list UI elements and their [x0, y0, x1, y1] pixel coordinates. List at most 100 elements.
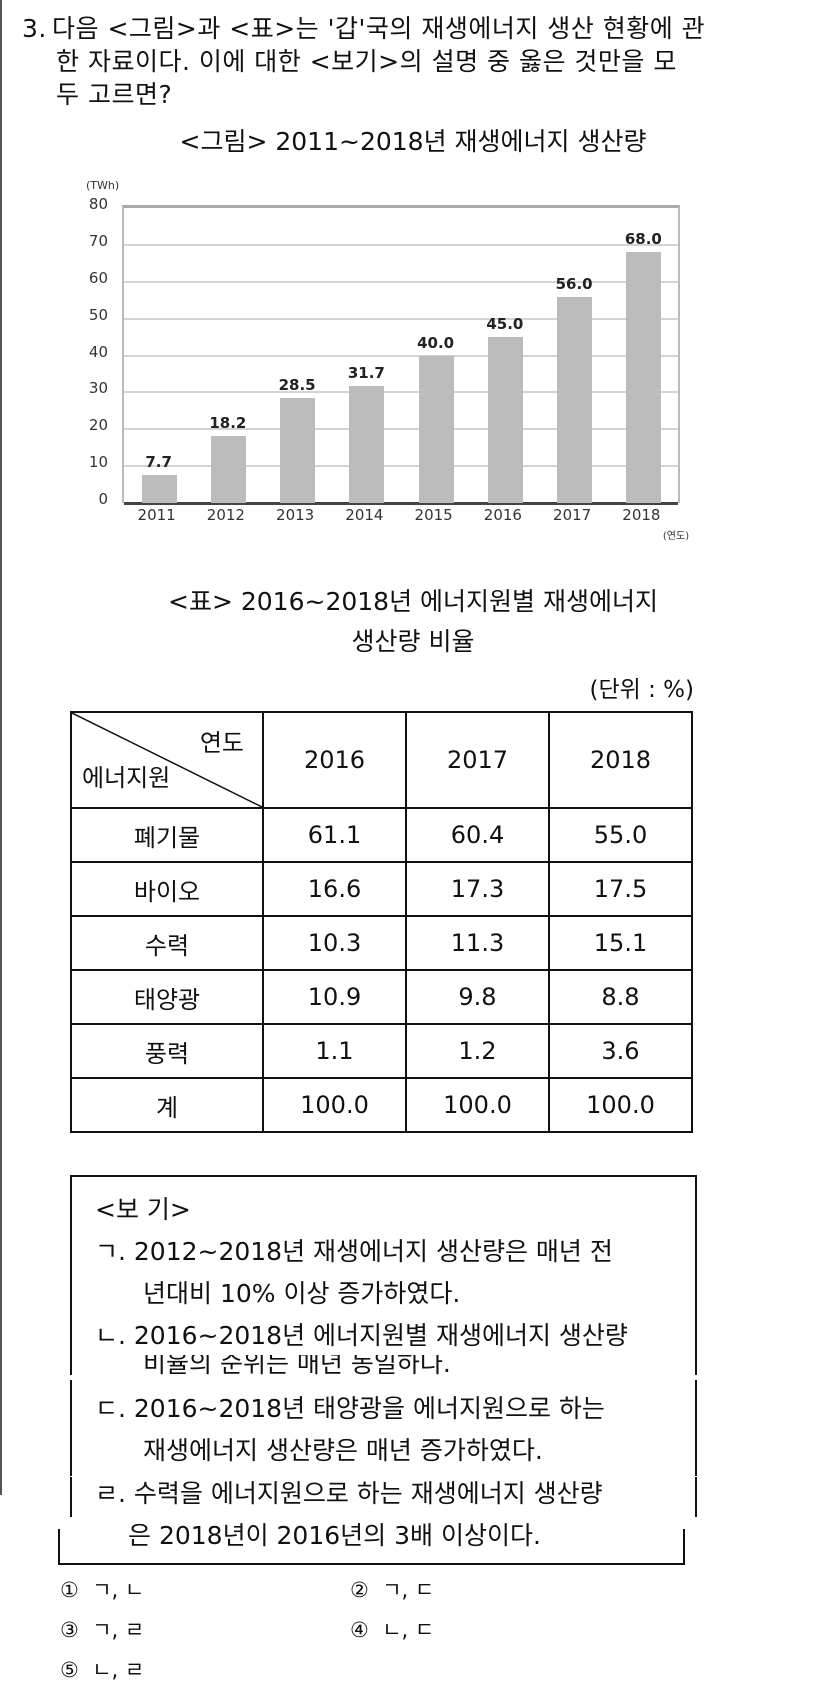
- y-tick-label: 10: [88, 453, 108, 472]
- page-left-border-seg: [0, 1477, 2, 1495]
- bogi-box-seg: [70, 1355, 697, 1375]
- choice-2[interactable]: ② ㄱ, ㄷ: [350, 1574, 434, 1604]
- bogi-strip: 재생에너지 생산량은 매년 증가하였다.: [0, 1428, 826, 1476]
- table-title-line2: 생산량 비율: [351, 627, 475, 656]
- table-cell: 55.0: [548, 807, 693, 863]
- bar-chart: (TWh) 0 10 20 30 40 50 60 70 80 7.7 18.2 28.5 31.7 4…: [70, 175, 690, 550]
- y-tick-label: 20: [88, 416, 108, 435]
- table-cell: 17.3: [405, 861, 550, 917]
- table-cell: 15.1: [548, 915, 693, 971]
- bar-value-label: 18.2: [209, 413, 247, 432]
- x-tick-label: 2012: [206, 506, 245, 524]
- choice-text: ㄱ, ㄹ: [92, 1618, 145, 1642]
- table-cell: 3.6: [548, 1023, 693, 1079]
- choice-number: ②: [350, 1578, 369, 1602]
- question-line: 한 자료이다. 이에 대한 <보기>의 설명 중 옳은 것만을 모: [56, 47, 677, 76]
- bogi-title: <보 기>: [95, 1195, 191, 1224]
- bar: [557, 296, 593, 503]
- bar: [418, 355, 454, 503]
- choice-1[interactable]: ① ㄱ, ㄴ: [60, 1574, 144, 1604]
- table-cell: 10.3: [262, 915, 407, 971]
- table-cell: 100.0: [405, 1077, 550, 1133]
- corner-source-label: 에너지원: [82, 764, 171, 792]
- table-row: 풍력 1.1 1.2 3.6: [70, 1023, 693, 1079]
- plot-area: 7.7 18.2 28.5 31.7 40.0 45.0 56.0 68.0: [122, 205, 680, 505]
- row-label: 태양광: [70, 969, 264, 1025]
- x-tick-label: 2013: [276, 506, 315, 524]
- question-number: 3.: [22, 14, 47, 43]
- choice-3[interactable]: ③ ㄱ, ㄹ: [60, 1614, 144, 1644]
- gridline: [124, 465, 678, 468]
- bar-value-label: 31.7: [347, 364, 385, 383]
- bogi-item: ㄴ. 2016~2018년 에너지원별 재생에너지 생산량: [95, 1321, 628, 1350]
- bar: [487, 337, 523, 503]
- bogi-strip: ㄷ. 2016~2018년 태양광을 에너지원으로 하는: [0, 1380, 826, 1428]
- bar: [210, 435, 246, 503]
- gridline: [124, 354, 678, 357]
- bogi-box-seg: [70, 1477, 697, 1517]
- gridline: [124, 243, 678, 246]
- bar: [626, 252, 662, 503]
- table-cell: 100.0: [548, 1077, 693, 1133]
- bogi-box-seg: [70, 1428, 697, 1476]
- bar-value-label: 7.7: [145, 452, 172, 471]
- y-tick-label: 0: [98, 490, 108, 508]
- column-header: 2016: [262, 711, 407, 809]
- page-left-border: [0, 0, 2, 1495]
- table-cell: 8.8: [548, 969, 693, 1025]
- bogi-strip: 비율의 순위는 매년 동일하다.: [0, 1355, 826, 1375]
- choice-number: ⑤: [60, 1658, 79, 1682]
- diagonal-line: [72, 713, 262, 807]
- y-axis-unit: (TWh): [86, 179, 120, 192]
- x-tick-label: 2017: [553, 506, 592, 524]
- bar: [280, 397, 316, 503]
- row-label: 바이오: [70, 861, 264, 917]
- bar: [349, 386, 385, 503]
- y-tick-label: 50: [88, 305, 108, 324]
- bogi-strip: 은 2018년이 2016년의 3배 이상이다.: [0, 1515, 826, 1565]
- choice-text: ㄱ, ㄴ: [92, 1578, 145, 1602]
- table-cell: 9.8: [405, 969, 550, 1025]
- table-cell: 61.1: [262, 807, 407, 863]
- bogi-strip: <보 기> ㄱ. 2012~2018년 재생에너지 생산량은 매년 전 년대비 …: [0, 1175, 826, 1355]
- y-tick-label: 30: [88, 379, 108, 398]
- bogi-item: ㄱ. 2012~2018년 재생에너지 생산량은 매년 전: [95, 1237, 613, 1266]
- x-tick-label: 2016: [483, 506, 522, 524]
- table-header-row: 연도 에너지원 2016 2017 2018: [70, 711, 693, 809]
- gridline: [124, 428, 678, 431]
- bogi-item-cont: 재생에너지 생산량은 매년 증가하였다.: [143, 1436, 543, 1465]
- bogi-box-bottom: [58, 1529, 685, 1565]
- bar-value-label: 40.0: [417, 333, 455, 352]
- y-tick-label: 70: [88, 231, 108, 250]
- choice-4[interactable]: ④ ㄴ, ㄷ: [350, 1614, 434, 1644]
- page-left-border-seg: [0, 1428, 2, 1476]
- x-axis-unit: (연도): [662, 531, 690, 542]
- table-row: 바이오 16.6 17.3 17.5: [70, 861, 693, 917]
- bogi-box-seg: [70, 1380, 697, 1428]
- bogi-item-cont: 년대비 10% 이상 증가하였다.: [143, 1279, 461, 1308]
- figure-title: <그림> 2011~2018년 재생에너지 생산량: [179, 127, 647, 156]
- x-tick-label: 2015: [414, 506, 453, 524]
- table-row: 태양광 10.9 9.8 8.8: [70, 969, 693, 1025]
- bogi-strip: ㄹ. 수력을 에너지원으로 하는 재생에너지 생산량: [0, 1477, 826, 1517]
- bogi-item: ㄷ. 2016~2018년 태양광을 에너지원으로 하는: [95, 1394, 605, 1423]
- bar-value-label: 28.5: [278, 375, 316, 394]
- row-label: 수력: [70, 915, 264, 971]
- corner-year-label: 연도: [199, 729, 244, 757]
- y-tick-label: 40: [88, 342, 108, 361]
- choice-text: ㄴ, ㄷ: [382, 1618, 435, 1642]
- table-cell: 100.0: [262, 1077, 407, 1133]
- table-row: 계 100.0 100.0 100.0: [70, 1077, 693, 1133]
- choice-5[interactable]: ⑤ ㄴ, ㄹ: [60, 1654, 144, 1684]
- corner-header: 연도 에너지원: [70, 711, 264, 809]
- choice-text: ㄴ, ㄹ: [92, 1658, 145, 1682]
- table-cell: 10.9: [262, 969, 407, 1025]
- choice-number: ④: [350, 1618, 369, 1642]
- choice-number: ①: [60, 1578, 79, 1602]
- x-tick-label: 2011: [137, 506, 176, 524]
- bogi-item-cont: 은 2018년이 2016년의 3배 이상이다.: [128, 1521, 541, 1550]
- question-line: 다음 <그림>과 <표>는 '갑'국의 재생에너지 생산 현황에 관: [52, 14, 706, 43]
- table-cell: 11.3: [405, 915, 550, 971]
- choice-text: ㄱ, ㄷ: [382, 1578, 435, 1602]
- bar: [141, 474, 177, 503]
